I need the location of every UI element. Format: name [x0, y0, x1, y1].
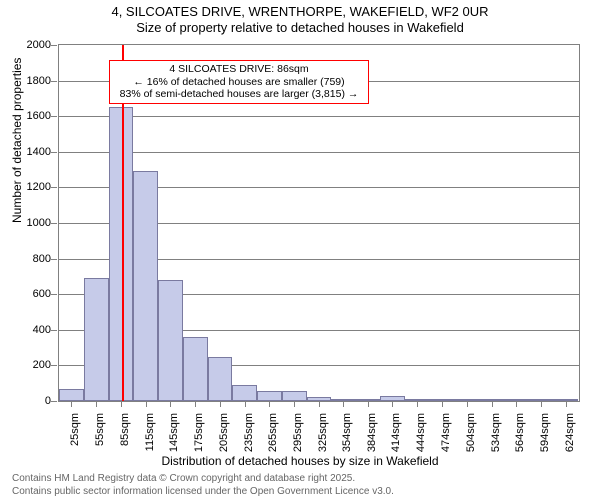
x-tick-label: 384sqm: [366, 413, 378, 452]
x-tick-label: 594sqm: [539, 413, 551, 452]
x-tick-label: 444sqm: [415, 413, 427, 452]
x-tick: [170, 401, 171, 407]
y-tick-label: 1400: [27, 146, 51, 158]
y-tick-label: 1800: [27, 75, 51, 87]
x-tick-label: 564sqm: [514, 413, 526, 452]
x-tick: [146, 401, 147, 407]
x-tick-label: 235sqm: [243, 413, 255, 452]
y-tick-label: 600: [33, 288, 51, 300]
x-tick: [96, 401, 97, 407]
x-tick: [541, 401, 542, 407]
x-tick-label: 85sqm: [119, 413, 131, 446]
plot-area: 020040060080010001200140016001800200025s…: [58, 44, 580, 402]
y-tick: [51, 81, 57, 82]
x-tick: [566, 401, 567, 407]
x-tick: [245, 401, 246, 407]
x-tick: [269, 401, 270, 407]
x-tick-label: 55sqm: [94, 413, 106, 446]
histogram-bar: [158, 280, 183, 401]
x-tick: [442, 401, 443, 407]
y-tick: [51, 259, 57, 260]
x-tick: [294, 401, 295, 407]
footer-line1: Contains HM Land Registry data © Crown c…: [12, 473, 394, 486]
y-tick-label: 0: [45, 395, 51, 407]
histogram-bar: [282, 391, 307, 401]
annotation-line3: 83% of semi-detached houses are larger (…: [115, 88, 363, 101]
title-subtitle: Size of property relative to detached ho…: [0, 20, 600, 36]
annotation-box: 4 SILCOATES DRIVE: 86sqm ← 16% of detach…: [109, 60, 369, 104]
y-tick: [51, 401, 57, 402]
x-tick-label: 534sqm: [490, 413, 502, 452]
x-tick: [492, 401, 493, 407]
chart-container: 4, SILCOATES DRIVE, WRENTHORPE, WAKEFIEL…: [0, 0, 600, 500]
y-tick: [51, 152, 57, 153]
x-tick: [368, 401, 369, 407]
x-tick-label: 504sqm: [465, 413, 477, 452]
x-tick: [417, 401, 418, 407]
footer-attribution: Contains HM Land Registry data © Crown c…: [12, 473, 394, 498]
x-tick-label: 325sqm: [317, 413, 329, 452]
title-address: 4, SILCOATES DRIVE, WRENTHORPE, WAKEFIEL…: [0, 4, 600, 20]
grid-line: [59, 152, 579, 153]
x-tick-label: 205sqm: [218, 413, 230, 452]
y-tick-label: 1000: [27, 217, 51, 229]
x-tick-label: 624sqm: [564, 413, 576, 452]
histogram-bar: [59, 389, 84, 401]
y-tick-label: 800: [33, 253, 51, 265]
x-tick: [319, 401, 320, 407]
y-tick-label: 1600: [27, 110, 51, 122]
x-tick-label: 175sqm: [193, 413, 205, 452]
y-tick: [51, 116, 57, 117]
x-tick-label: 414sqm: [390, 413, 402, 452]
histogram-bar: [133, 171, 158, 402]
x-tick-label: 145sqm: [168, 413, 180, 452]
x-tick-label: 474sqm: [440, 413, 452, 452]
y-tick-label: 400: [33, 324, 51, 336]
annotation-line2: ← 16% of detached houses are smaller (75…: [115, 76, 363, 89]
chart-title: 4, SILCOATES DRIVE, WRENTHORPE, WAKEFIEL…: [0, 0, 600, 37]
y-tick: [51, 187, 57, 188]
histogram-bar: [183, 337, 208, 401]
footer-line2: Contains public sector information licen…: [12, 486, 394, 499]
x-tick-label: 265sqm: [267, 413, 279, 452]
y-tick: [51, 330, 57, 331]
y-tick-label: 200: [33, 359, 51, 371]
grid-line: [59, 116, 579, 117]
x-tick: [343, 401, 344, 407]
x-tick: [220, 401, 221, 407]
histogram-bar: [232, 385, 257, 401]
histogram-bar: [257, 391, 282, 401]
x-tick: [516, 401, 517, 407]
x-tick-label: 115sqm: [144, 413, 156, 451]
x-tick: [195, 401, 196, 407]
x-tick: [121, 401, 122, 407]
y-tick-label: 1200: [27, 181, 51, 193]
annotation-line1: 4 SILCOATES DRIVE: 86sqm: [115, 63, 363, 76]
y-tick: [51, 294, 57, 295]
x-tick-label: 25sqm: [69, 413, 81, 446]
y-tick: [51, 223, 57, 224]
x-tick: [467, 401, 468, 407]
y-axis-label: Number of detached properties: [10, 58, 24, 223]
x-tick-label: 295sqm: [292, 413, 304, 452]
x-axis-label: Distribution of detached houses by size …: [0, 454, 600, 468]
x-tick: [71, 401, 72, 407]
x-tick: [392, 401, 393, 407]
y-tick-label: 2000: [27, 39, 51, 51]
y-tick: [51, 365, 57, 366]
histogram-bar: [208, 357, 233, 401]
x-tick-label: 354sqm: [341, 413, 353, 452]
y-tick: [51, 45, 57, 46]
histogram-bar: [84, 278, 109, 401]
